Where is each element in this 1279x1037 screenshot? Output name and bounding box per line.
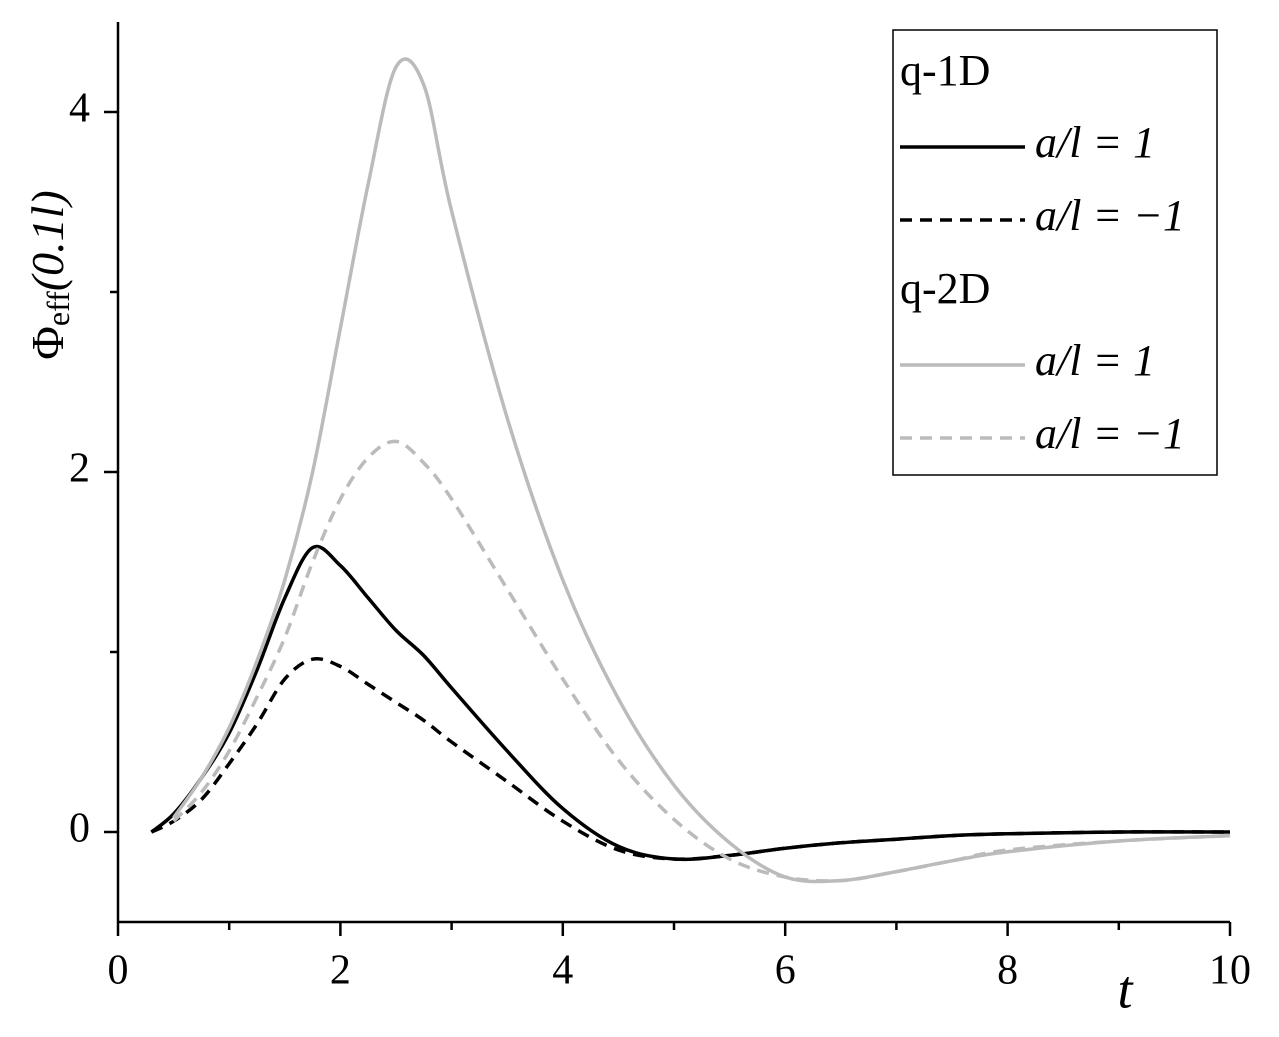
x-tick-label: 4: [552, 948, 573, 994]
x-tick-label: 10: [1209, 948, 1251, 994]
y-tick-label: 0: [69, 806, 90, 852]
line-series: [150, 656, 1231, 861]
x-tick-label: 2: [330, 948, 351, 994]
legend-box: [892, 29, 1218, 476]
y-label-arg: (0.1l): [22, 190, 73, 291]
legend-group-label: q-1D: [900, 46, 990, 95]
y-label-symbol: Φ: [22, 326, 73, 360]
line-series: [150, 544, 1231, 862]
y-tick-label: 2: [69, 446, 90, 492]
y-label-sub: eff: [40, 291, 76, 326]
legend-label: a/l = −1: [1035, 191, 1185, 240]
x-tick-label: 0: [108, 948, 129, 994]
legend-label: a/l = 1: [1035, 118, 1155, 167]
line-series: [172, 439, 1231, 883]
x-axis-label: t: [1117, 959, 1134, 1019]
legend-group-label: q-2D: [900, 264, 990, 313]
legend-label: a/l = −1: [1035, 409, 1185, 458]
x-tick-label: 8: [997, 948, 1018, 994]
y-tick-label: 4: [69, 86, 90, 132]
legend-label: a/l = 1: [1035, 336, 1155, 385]
y-axis-label: Φeff(0.1l): [22, 190, 77, 359]
x-tick-label: 6: [775, 948, 796, 994]
